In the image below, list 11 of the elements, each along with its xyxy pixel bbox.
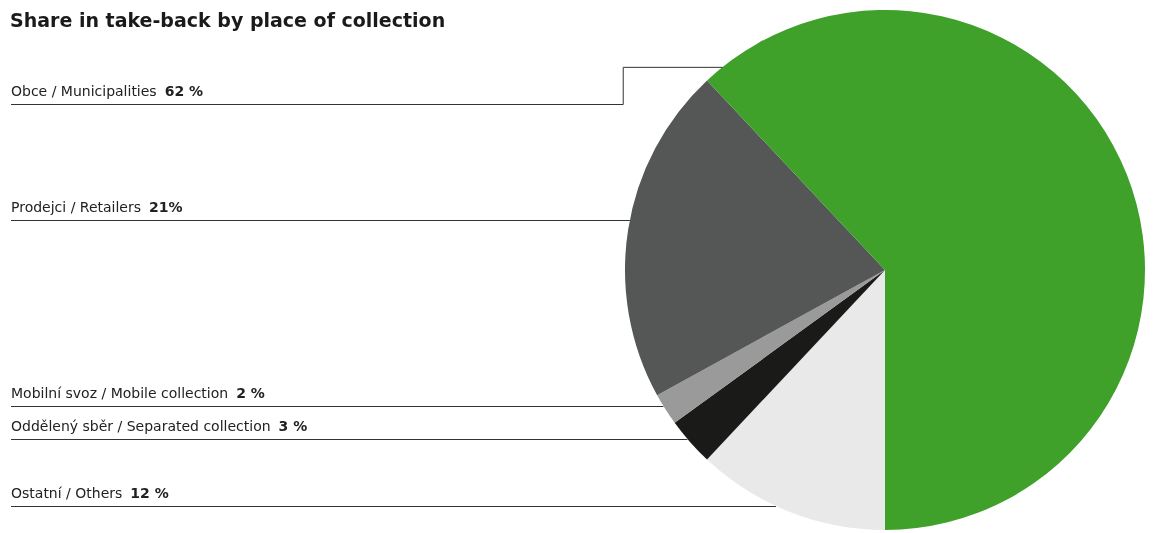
data-label: 62 % [164,82,204,99]
data-label: 3 % [278,417,308,434]
data-label: 21% [149,198,183,215]
slice-label: Ostatní / Others [11,484,123,501]
data-label: 12 % [130,484,169,501]
data-label: 2 % [236,384,265,401]
chart-title: Share in take-back by place of collection [10,9,446,31]
slice-label: Oddělený sběr / Separated collection [11,417,271,434]
slice-label: Obce / Municipalities [11,82,157,99]
slice-label: Prodejci / Retailers [11,198,142,215]
slice-label: Mobilní svoz / Mobile collection [11,384,229,401]
